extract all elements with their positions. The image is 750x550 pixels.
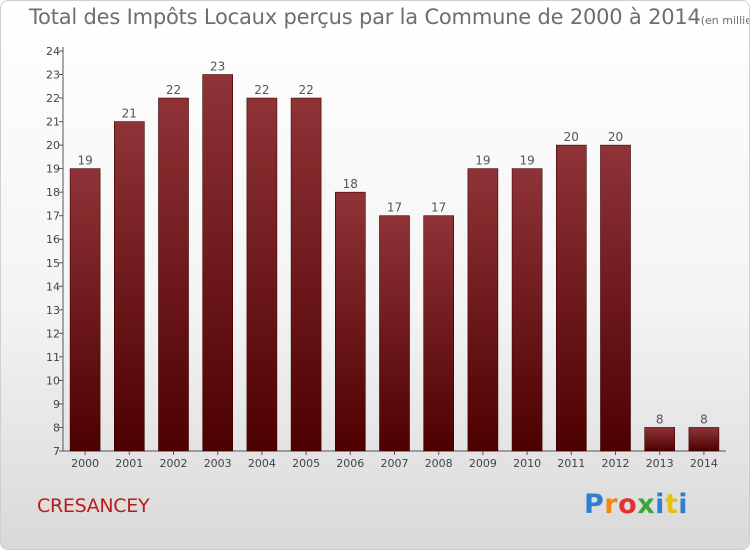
x-tick-label-2010: 2010	[513, 457, 541, 470]
chart-title-text: Total des Impôts Locaux perçus par la Co…	[29, 5, 701, 29]
bar-2000	[69, 168, 101, 452]
data-label-2009: 19	[475, 154, 490, 168]
x-tick-label-2002: 2002	[160, 457, 188, 470]
data-labels: 19 21 22 23 22 22 18 17 17 19 19 20 20 8 8	[77, 60, 707, 427]
bar-2007	[379, 215, 410, 452]
y-tick-label: 17	[46, 210, 60, 223]
data-label-2007: 17	[387, 201, 402, 215]
bar-2009	[467, 168, 499, 452]
data-label-2006: 18	[343, 177, 358, 191]
y-tick-label: 13	[46, 304, 60, 317]
data-label-2000: 19	[77, 154, 92, 168]
bar-2001	[114, 121, 145, 452]
data-label-2014: 8	[700, 412, 708, 426]
x-tick-label-2011: 2011	[557, 457, 585, 470]
x-tick-label-2001: 2001	[115, 457, 143, 470]
chart-unit: (en milliers d'€)	[700, 14, 749, 27]
y-tick-label: 11	[46, 351, 60, 364]
data-label-2003: 23	[210, 60, 225, 74]
bar-2008	[423, 215, 455, 452]
data-label-2012: 20	[608, 130, 623, 144]
x-tick-label-2000: 2000	[71, 457, 99, 470]
data-label-2008: 17	[431, 201, 446, 215]
bars	[69, 74, 720, 452]
data-label-2004: 22	[254, 83, 269, 97]
data-label-2005: 22	[298, 83, 313, 97]
x-tick-label-2006: 2006	[336, 457, 364, 470]
y-tick-label: 7	[53, 445, 60, 458]
y-axis: 7 8 9 10 11 12 13 14 15 16 17 18 19 20 21 22 23 24	[46, 45, 726, 458]
bar-2010	[511, 168, 543, 452]
y-tick-label: 18	[46, 186, 60, 199]
y-tick-label: 21	[46, 116, 60, 129]
bar-2012	[600, 144, 631, 452]
y-tick-label: 16	[46, 233, 60, 246]
data-label-2002: 22	[166, 83, 181, 97]
y-tick-label: 24	[46, 45, 60, 58]
y-tick-label: 19	[46, 163, 60, 176]
y-tick-label: 22	[46, 92, 60, 105]
x-tick-label-2003: 2003	[204, 457, 232, 470]
x-tick-label-2004: 2004	[248, 457, 276, 470]
x-tick-label-2007: 2007	[381, 457, 409, 470]
y-tick-label: 12	[46, 327, 60, 340]
y-tick-label: 9	[53, 398, 60, 411]
bar-2005	[290, 97, 322, 452]
bar-2013	[644, 427, 676, 452]
x-axis-labels: 2000 2001 2002 2003 2004 2005 2006 2007 2008 2009…	[71, 451, 718, 470]
bar-2006	[334, 191, 366, 452]
x-tick-label-2008: 2008	[425, 457, 453, 470]
y-tick-label: 15	[46, 257, 60, 270]
data-label-2013: 8	[656, 412, 664, 426]
y-tick-label: 20	[46, 139, 60, 152]
y-tick-label: 8	[53, 421, 60, 434]
y-tick-label: 14	[46, 280, 60, 293]
x-tick-label-2005: 2005	[292, 457, 320, 470]
x-tick-label-2013: 2013	[646, 457, 674, 470]
data-label-2010: 19	[519, 154, 534, 168]
x-tick-label-2009: 2009	[469, 457, 497, 470]
bar-2002	[158, 97, 189, 452]
x-tick-label-2012: 2012	[602, 457, 630, 470]
proxiti-logo: Proxiti	[584, 489, 689, 520]
bar-2003	[202, 74, 233, 452]
data-label-2001: 21	[122, 107, 137, 121]
y-tick-label: 10	[46, 374, 60, 387]
bar-2014	[688, 427, 720, 452]
chart-title: Total des Impôts Locaux perçus par la Co…	[29, 5, 749, 29]
y-tick-label: 23	[46, 69, 60, 82]
bar-2011	[555, 144, 587, 452]
bar-2004	[246, 97, 278, 452]
commune-name: CRESANCEY	[37, 495, 150, 517]
data-label-2011: 20	[564, 130, 579, 144]
x-tick-label-2014: 2014	[690, 457, 718, 470]
